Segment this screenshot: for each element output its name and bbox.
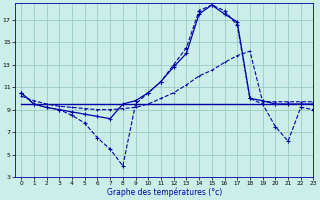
- X-axis label: Graphe des températures (°c): Graphe des températures (°c): [107, 188, 222, 197]
